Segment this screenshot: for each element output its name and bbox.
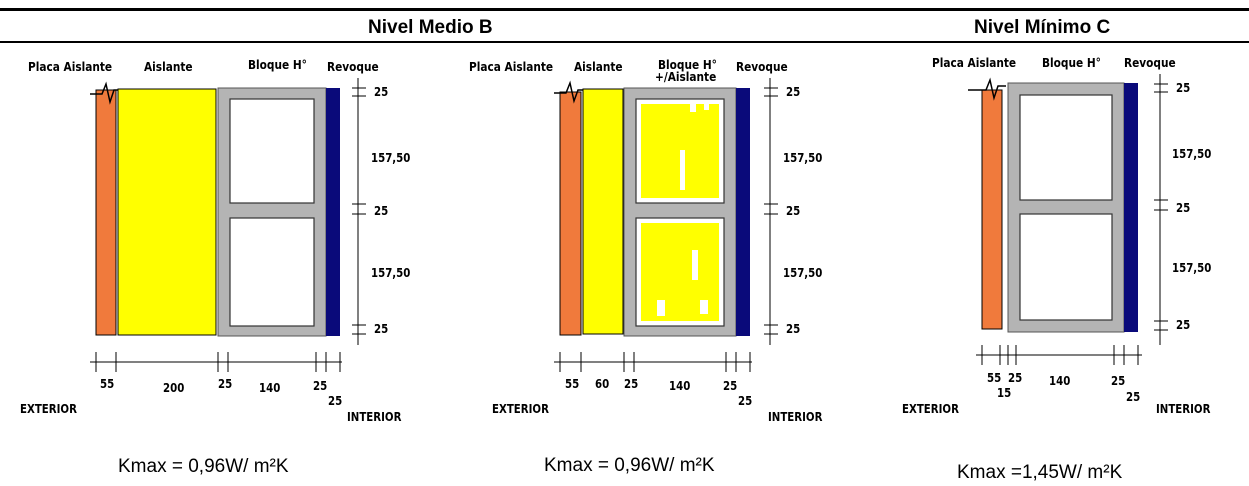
panel-b-dim-right-3: 157,50 (371, 266, 411, 280)
panel-b2-label-revoque: Revoque (736, 60, 788, 74)
panel-c-dim-bottom-3: 140 (1049, 374, 1071, 388)
panel-c-dim-right-1: 157,50 (1172, 147, 1212, 161)
panel-c-dim-bottom-4: 25 (1111, 374, 1126, 388)
panel-b2-revoque-layer (736, 88, 750, 336)
panel-c-dim-right-4: 25 (1176, 318, 1191, 332)
panel-b-dim-bottom-5: 25 (328, 394, 343, 408)
panel-b2-dim-right-2: 25 (786, 204, 801, 218)
panel-b-section (90, 78, 366, 372)
panel-c-dim-right-3: 157,50 (1172, 261, 1212, 275)
panel-b2-dim-right-1: 157,50 (783, 151, 823, 165)
panel-c-revoque-layer (1124, 83, 1138, 332)
panel-b-dim-bottom-3: 140 (259, 381, 281, 395)
panel-b2-placa-layer (559, 91, 582, 336)
panel-b2-interior-label: INTERIOR (768, 410, 823, 424)
panel-b-kmax: Kmax = 0,96W/ m²K (118, 456, 289, 477)
panel-b-dim-right-4: 25 (374, 322, 389, 336)
panel-b2-dim-bottom-2: 25 (624, 377, 639, 391)
panel-b2-exterior-label: EXTERIOR (492, 402, 549, 416)
panel-b2-dim-bottom-4: 25 (723, 379, 738, 393)
panel-b-label-aislante: Aislante (144, 60, 193, 74)
panel-b-dim-bottom-0: 55 (100, 377, 115, 391)
panel-c-exterior-label: EXTERIOR (902, 402, 959, 416)
panel-b-dim-bottom-1: 200 (163, 381, 185, 395)
panel-c-interior-label: INTERIOR (1156, 402, 1211, 416)
panel-b2-dim-bottom-1: 60 (595, 377, 610, 391)
panel-c-dim-right-0: 25 (1176, 81, 1191, 95)
panel-b-interior-label: INTERIOR (347, 410, 402, 424)
panel-b-dim-bottom-2: 25 (218, 377, 233, 391)
panel-b2-dim-bottom-5: 25 (738, 394, 753, 408)
panel-c-label-placa: Placa Aislante (932, 56, 1017, 70)
panel-b-exterior-label: EXTERIOR (20, 402, 77, 416)
panel-c-dim-bottom-2: 15 (997, 386, 1012, 400)
header-rule (0, 41, 1249, 43)
panel-b-dim-bottom-4: 25 (313, 379, 328, 393)
panel-b2-label-bloque-aislante: +/Aislante (655, 70, 717, 84)
header-nivel-minimo-c: Nivel Mínimo C (974, 17, 1111, 38)
panel-b2-dim-bottom-3: 140 (669, 379, 691, 393)
panel-b-label-revoque: Revoque (327, 60, 379, 74)
panel-c-placa-layer (981, 89, 1003, 330)
panel-b2-dim-right-3: 157,50 (783, 266, 823, 280)
panel-b-dim-right-0: 25 (374, 85, 389, 99)
panel-b-placa-layer (95, 89, 117, 336)
panel-c-dim-bottom-1: 25 (1008, 371, 1023, 385)
panel-b2-label-bloque: Bloque H° (658, 58, 717, 72)
panel-c-dim-bottom-5: 25 (1126, 390, 1141, 404)
panel-b2-label-aislante: Aislante (574, 60, 623, 74)
header-nivel-medio-b: Nivel Medio B (368, 17, 493, 38)
panel-c-kmax: Kmax =1,45W/ m²K (957, 462, 1123, 483)
panel-b-aislante-layer (117, 88, 217, 336)
panel-b2-label-placa: Placa Aislante (469, 60, 554, 74)
panel-b-label-bloque: Bloque H° (248, 58, 307, 72)
panel-b2-section (554, 78, 778, 372)
panel-b2-dim-bottom-0: 55 (565, 377, 580, 391)
panel-c-label-revoque: Revoque (1124, 56, 1176, 70)
panel-c-dim-bottom-0: 55 (987, 371, 1002, 385)
panel-c-dim-right-2: 25 (1176, 201, 1191, 215)
panel-b2-dim-right-4: 25 (786, 322, 801, 336)
panel-b2-kmax: Kmax = 0,96W/ m²K (544, 455, 715, 476)
panel-b2-dim-right-0: 25 (786, 85, 801, 99)
panel-c-label-bloque: Bloque H° (1042, 56, 1101, 70)
panel-b2-aislante-layer (582, 88, 624, 335)
panel-c-section (968, 74, 1168, 365)
top-rule (0, 8, 1249, 11)
panel-b-dim-right-1: 157,50 (371, 151, 411, 165)
panel-b-label-placa: Placa Aislante (28, 60, 113, 74)
panel-b-dim-right-2: 25 (374, 204, 389, 218)
panel-b-revoque-layer (326, 88, 340, 336)
